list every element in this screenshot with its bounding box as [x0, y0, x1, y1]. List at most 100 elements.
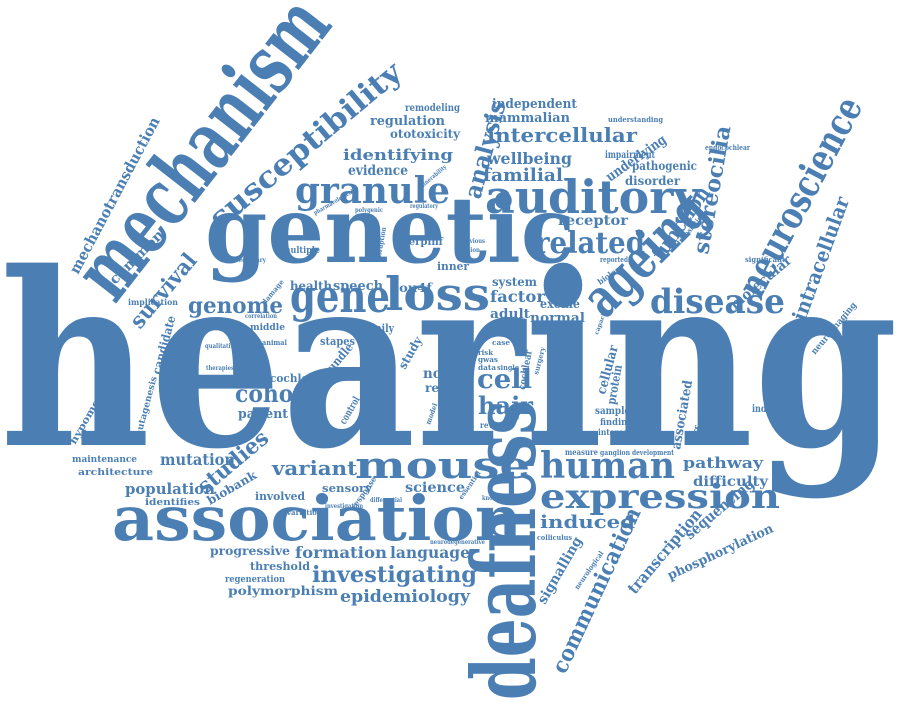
word-expression: expression	[540, 477, 780, 517]
word-identifies: identifies	[145, 498, 200, 508]
word-induced: induced	[540, 512, 635, 533]
word-risk: risk	[478, 348, 493, 357]
word-reveal: reveal	[480, 420, 505, 430]
word-adult: adult	[490, 307, 530, 322]
word-protein: protein	[604, 363, 625, 405]
word-related: related	[535, 226, 645, 261]
word-polymorphism: polymorphism	[228, 584, 338, 598]
word-genetic: genetic	[205, 176, 575, 284]
word-identifying: identifying	[343, 146, 454, 164]
word-neurodegenerative: neurodegenerative	[430, 539, 485, 546]
word-formation: formation	[295, 543, 387, 562]
word-cohort: cohort	[235, 379, 315, 408]
word-familial: familial	[483, 165, 563, 186]
word-finding: finding	[600, 418, 634, 428]
word-result: result	[425, 381, 465, 395]
word-inner: inner	[437, 260, 469, 273]
word-science: science	[405, 480, 465, 496]
word-understanding: understanding	[608, 115, 663, 124]
word-exome: exome	[540, 297, 580, 311]
word-association: association	[112, 482, 522, 555]
word-str: str	[438, 350, 459, 366]
word-differential: differential	[370, 497, 403, 504]
word-epidemiology: epidemiology	[340, 587, 471, 607]
word-normal: normal	[530, 311, 585, 326]
word-independent: independent	[492, 97, 577, 112]
word-measure: measure	[565, 447, 598, 457]
word-receptor: receptor	[558, 213, 629, 229]
word-regeneration: regeneration	[225, 575, 285, 585]
word-noise: noise	[423, 366, 463, 382]
word-mutation: mutation	[160, 450, 235, 469]
word-disorder: disorder	[625, 174, 681, 188]
word-genome: genome	[188, 293, 283, 319]
word-granule: granule	[295, 170, 450, 212]
word-health: health	[290, 279, 332, 293]
word-involved: involved	[255, 490, 305, 503]
word-colliculus: colliculus	[537, 533, 572, 542]
word-auditory: auditory	[485, 170, 701, 224]
word-multiple: multiple	[282, 246, 320, 256]
word-development: development	[632, 448, 675, 457]
word-significant: significant	[745, 255, 786, 264]
word-evidence: evidence	[348, 163, 408, 179]
word-reported: reported	[600, 255, 628, 264]
word-variant: variant	[271, 456, 358, 480]
word-remodeling: remodeling	[405, 103, 460, 114]
word-polygenic: polygenic	[355, 207, 383, 214]
word-gwas: gwas	[478, 355, 498, 364]
word-aged: aged	[482, 328, 500, 337]
word-sensory: sensory	[322, 482, 373, 495]
word-mouse: mouse	[355, 445, 530, 487]
word-pou4f: pou4f	[390, 281, 433, 295]
word-pathogenic: pathogenic	[632, 159, 697, 173]
word-stereociliary: stereociliary	[226, 257, 266, 264]
word-language: language	[390, 543, 470, 562]
word-deafness: deafness	[452, 400, 556, 700]
word-factor: factor	[490, 287, 546, 306]
word-progressive: progressive	[210, 544, 290, 558]
word-difficulty: difficulty	[693, 474, 769, 490]
word-cell: cell	[477, 365, 532, 395]
word-case: case	[492, 338, 511, 347]
word-animal: animal	[262, 338, 287, 347]
word-maintenance: maintenance	[72, 455, 137, 465]
word-wellbeing: wellbeing	[486, 149, 572, 168]
word-impairment: impairment	[605, 150, 655, 161]
word-loss: loss	[385, 267, 490, 321]
word-qualitative: qualitative	[205, 343, 237, 350]
word-implication: implication	[128, 297, 178, 307]
word-individual: individual	[752, 404, 797, 415]
word-interest: interest	[598, 427, 631, 437]
word-investigating: investigating	[312, 562, 477, 588]
word-endocochlear: endocochlear	[705, 143, 750, 152]
word-investigation: investigation	[325, 503, 364, 510]
word-pathway: pathway	[683, 454, 764, 472]
word-knowledge: knowledge	[482, 495, 512, 502]
word-data: data	[478, 363, 496, 372]
word-hearing: hearing	[0, 220, 898, 502]
word-previous: previous	[460, 238, 486, 245]
word-population: population	[125, 480, 215, 498]
word-sample: sample	[595, 406, 630, 417]
word-speech: speech	[333, 279, 384, 294]
word-architecture: architecture	[78, 468, 153, 478]
word-hair: hair	[478, 391, 533, 420]
word-disease: disease	[650, 282, 785, 322]
word-regulatory: regulatory	[410, 203, 438, 210]
word-human: human	[540, 445, 675, 487]
word-family: family	[362, 322, 395, 335]
word-region: region	[460, 247, 481, 254]
word-serpinf: serpinf	[403, 237, 444, 248]
word-system: system	[492, 275, 537, 289]
word-patient: patient	[238, 407, 288, 422]
word-stapes: stapes	[320, 335, 355, 348]
word-cochlea: cochlea	[270, 372, 315, 385]
word-correlation: correlation	[245, 313, 278, 320]
word-therapies: therapies	[206, 365, 235, 372]
word-mammalian: mammalian	[485, 111, 571, 126]
word-threshold: threshold	[250, 560, 310, 573]
word-middle: middle	[250, 323, 285, 333]
